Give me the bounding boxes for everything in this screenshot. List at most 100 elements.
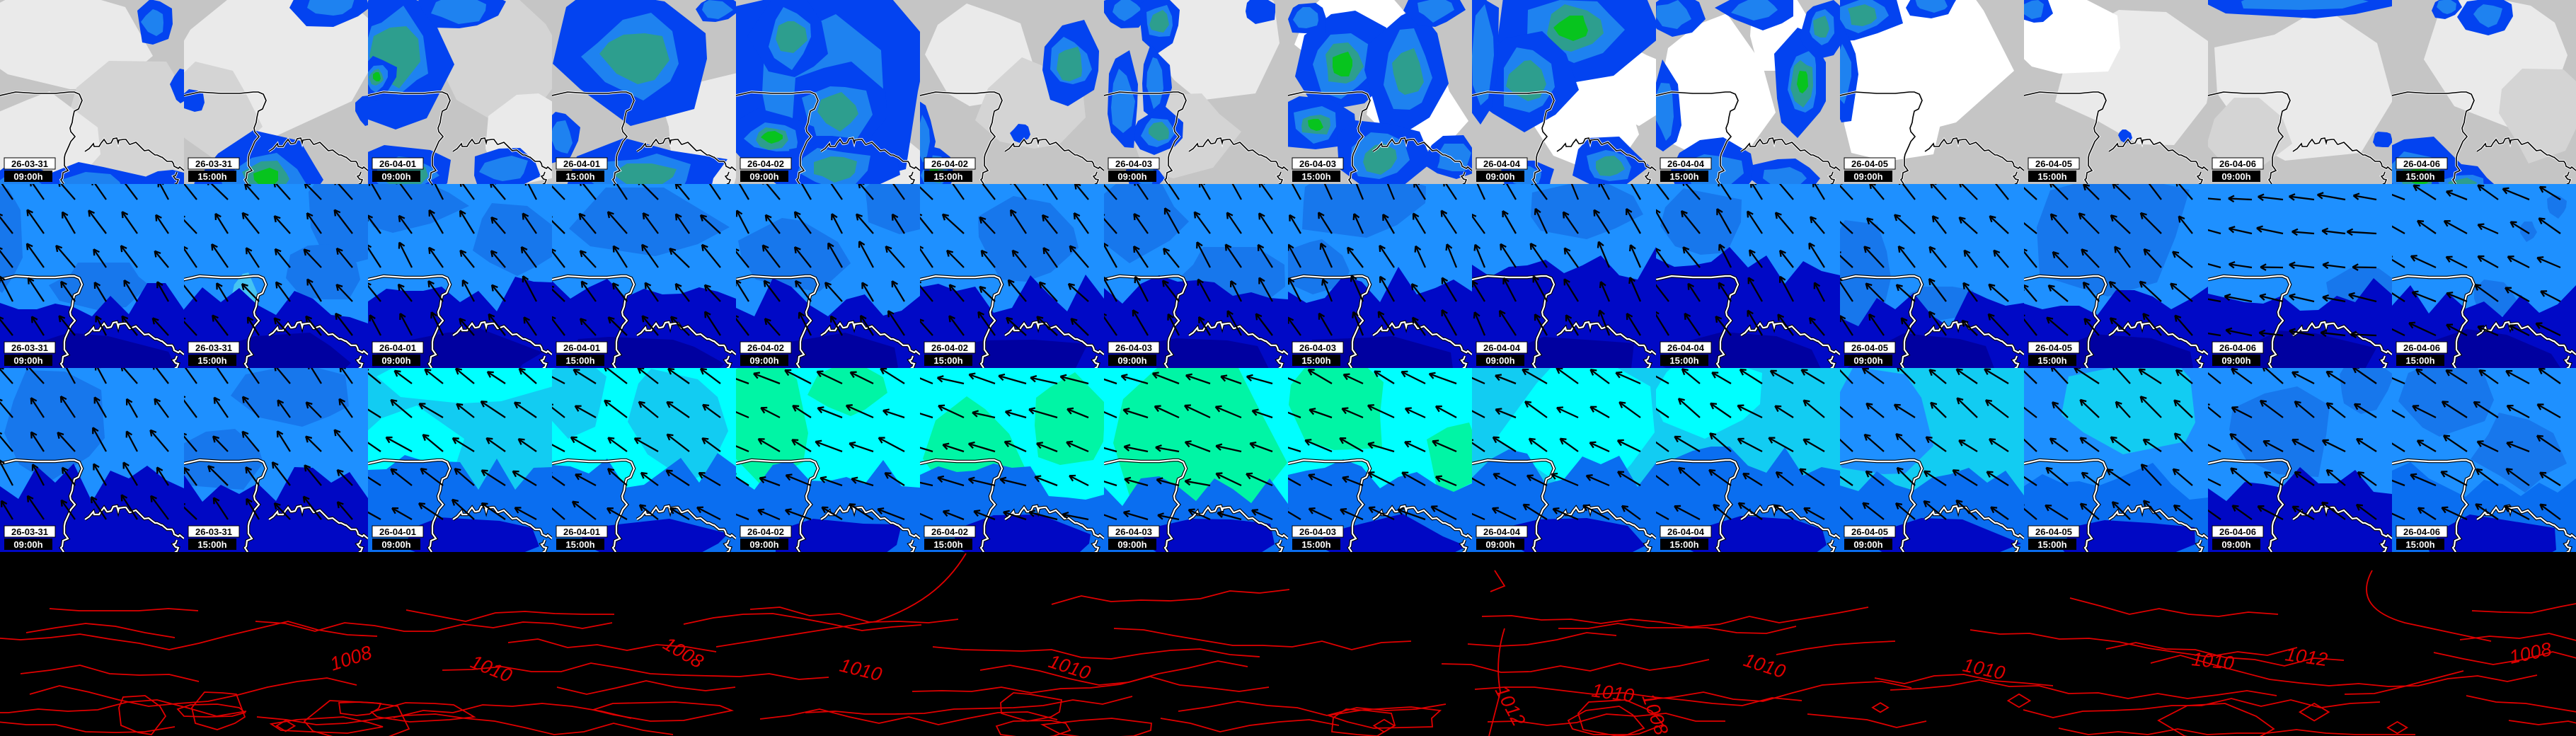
tile-waveheight-4[interactable]: 26-04-02 09:00h: [736, 184, 920, 368]
wind-arrow: [26, 495, 45, 520]
tile-date-box: [372, 341, 424, 354]
tile-waveheight-5[interactable]: 26-04-02 15:00h: [920, 184, 1104, 368]
tile-waveperiod-7[interactable]: 26-04-03 15:00h: [1288, 368, 1472, 552]
wind-arrow: [849, 503, 874, 520]
tile-waveperiod-13[interactable]: 26-04-06 15:00h: [2392, 368, 2576, 552]
tile-waveheight-9[interactable]: 26-04-04 15:00h: [1656, 184, 1840, 368]
tile-clouds-6[interactable]: 26-04-03 09:00h: [1104, 0, 1288, 184]
wind-arrow: [2353, 403, 2377, 418]
wind-arrow: [1748, 249, 1763, 268]
coastline: [1004, 505, 1104, 539]
wind-arrow: [891, 280, 905, 302]
wind-arrow: [2507, 255, 2530, 269]
wind-arrow: [1473, 311, 1486, 336]
tile-waveperiod-12[interactable]: 26-04-06 09:00h: [2208, 368, 2392, 552]
tile-date-box: [1108, 525, 1160, 538]
tile-waveperiod-4[interactable]: 26-04-02 09:00h: [736, 368, 920, 552]
wind-arrow: [2178, 215, 2193, 234]
tile-clouds-5[interactable]: 26-04-02 15:00h: [920, 0, 1104, 184]
tile-time-box: [4, 539, 52, 550]
wind-arrow: [1532, 275, 1548, 302]
wind-arrow: [481, 469, 506, 486]
wind-arrow: [1258, 184, 1273, 200]
tile-waveperiod-10[interactable]: 26-04-05 09:00h: [1840, 368, 2024, 552]
tile-waveheight-1[interactable]: 26-03-31 15:00h: [184, 184, 368, 368]
wind-arrow: [1151, 372, 1180, 385]
tile-clouds-10[interactable]: 26-04-05 09:00h: [1840, 0, 2024, 184]
wind-arrow: [920, 213, 933, 234]
wind-arrow: [2208, 403, 2221, 418]
wind-arrow: [1493, 473, 1517, 487]
coastline: [0, 459, 84, 552]
wind-arrow: [2392, 442, 2405, 452]
wave-patch: [2037, 184, 2190, 297]
tile-date-box: [556, 157, 608, 170]
tile-date-label: 26-04-06: [2219, 159, 2256, 169]
tile-waveheight-7[interactable]: 26-04-03 15:00h: [1288, 184, 1472, 368]
coastline: [0, 91, 83, 184]
tile-waveheight-0[interactable]: 26-03-31 09:00h: [0, 184, 184, 368]
coastline: [724, 539, 732, 552]
wind-arrow: [241, 396, 260, 418]
deep-water-blob: [1144, 519, 1275, 552]
tile-clouds-8[interactable]: 26-04-04 09:00h: [1472, 0, 1656, 184]
wind-arrow: [459, 184, 475, 200]
wind-arrow: [2413, 184, 2437, 200]
wind-arrow: [2208, 332, 2221, 337]
wind-arrow: [490, 216, 506, 234]
wind-arrow: [972, 410, 996, 419]
tile-time-label: 15:00h: [197, 355, 226, 366]
tile-clouds-1[interactable]: 26-03-31 15:00h: [184, 0, 368, 184]
tile-time-box: [188, 355, 236, 366]
tile-date-box: [1108, 341, 1160, 354]
tile-waveperiod-2[interactable]: 26-04-01 09:00h: [368, 368, 552, 552]
tile-waveperiod-8[interactable]: 26-04-04 09:00h: [1472, 368, 1656, 552]
tile-waveperiod-11[interactable]: 26-04-05 15:00h: [2024, 368, 2208, 552]
tile-clouds-4[interactable]: 26-04-02 09:00h: [736, 0, 920, 184]
coastline: [1288, 91, 1371, 184]
tile-time-label: 15:00h: [565, 355, 594, 366]
wind-arrow: [606, 211, 628, 234]
tile-waveheight-10[interactable]: 26-04-05 09:00h: [1840, 184, 2024, 368]
tile-waveheight-3[interactable]: 26-04-01 15:00h: [552, 184, 736, 368]
wind-arrow: [524, 184, 538, 200]
tile-waveperiod-6[interactable]: 26-04-03 09:00h: [1104, 368, 1288, 552]
tile-waveheight-6[interactable]: 26-04-03 09:00h: [1104, 184, 1288, 368]
wind-arrow: [212, 435, 229, 452]
tile-clouds-11[interactable]: 26-04-05 15:00h: [2024, 0, 2208, 184]
tile-waveheight-12[interactable]: 26-04-06 09:00h: [2208, 184, 2392, 368]
wind-arrow: [1840, 184, 1853, 200]
wind-arrow: [999, 476, 1027, 487]
precip-blob: [1057, 47, 1082, 81]
wind-arrow: [552, 507, 565, 520]
wind-arrow: [1897, 245, 1916, 268]
tile-clouds-13[interactable]: 26-04-06 15:00h: [2392, 0, 2576, 184]
wind-arrow: [65, 368, 76, 384]
tile-waveperiod-1[interactable]: 26-03-31 15:00h: [184, 368, 368, 552]
tile-waveperiod-9[interactable]: 26-04-04 15:00h: [1656, 368, 1840, 552]
tile-waveperiod-3[interactable]: 26-04-01 15:00h: [552, 368, 736, 552]
tile-clouds-9[interactable]: 26-04-04 15:00h: [1656, 0, 1840, 184]
tile-clouds-7[interactable]: 26-04-03 15:00h: [1288, 0, 1472, 184]
wind-arrow: [1928, 311, 1947, 336]
row-wave-height-direction: 26-03-31 09:00h 26-03-31 15:00h 26-04-01 09:0…: [0, 184, 2576, 368]
tile-waveheight-8[interactable]: 26-04-04 09:00h: [1472, 184, 1656, 368]
wind-arrow: [271, 461, 291, 486]
wind-arrow: [2417, 507, 2437, 520]
tile-waveperiod-5[interactable]: 26-04-02 15:00h: [920, 368, 1104, 552]
tile-clouds-3[interactable]: 26-04-01 15:00h: [552, 0, 736, 184]
tile-waveheight-11[interactable]: 26-04-05 15:00h: [2024, 184, 2208, 368]
wind-arrow: [1769, 369, 1794, 385]
tile-waveperiod-0[interactable]: 26-03-31 09:00h: [0, 368, 184, 552]
precip-blob: [1553, 16, 1588, 41]
wind-arrow: [1803, 507, 1825, 521]
tile-waveheight-13[interactable]: 26-04-06 15:00h: [2392, 184, 2576, 368]
tile-clouds-2[interactable]: 26-04-01 09:00h: [368, 0, 552, 184]
tile-clouds-0[interactable]: 26-03-31 09:00h: [0, 0, 184, 184]
tile-clouds-12[interactable]: 26-04-06 09:00h: [2208, 0, 2392, 184]
wind-arrow: [667, 368, 690, 384]
wind-arrow: [1288, 477, 1301, 487]
wind-arrow: [736, 513, 749, 521]
tile-waveheight-2[interactable]: 26-04-01 09:00h: [368, 184, 552, 368]
wind-arrow: [26, 209, 45, 234]
